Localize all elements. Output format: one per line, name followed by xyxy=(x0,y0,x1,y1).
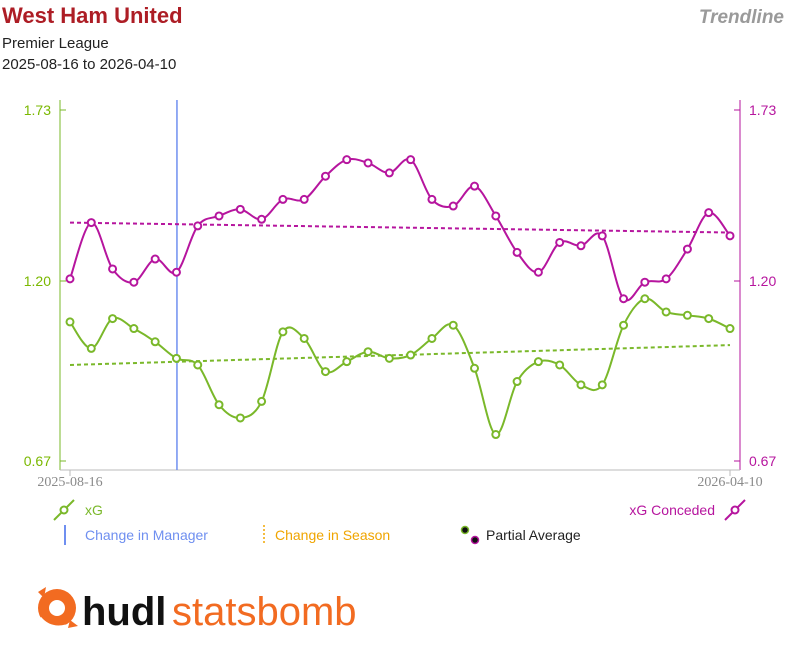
right-tick-top: 1.73 xyxy=(749,102,776,118)
xg-point-30 xyxy=(704,314,714,324)
xg-conceded-point-13 xyxy=(342,155,352,165)
legend-xg-conceded-label: xG Conceded xyxy=(629,502,715,518)
logo-text-statsbomb: statsbomb xyxy=(172,590,357,634)
xg-conceded-point-1 xyxy=(86,218,96,228)
xg-point-13 xyxy=(342,357,352,367)
right-tick-mid: 1.20 xyxy=(749,273,776,289)
xg-conceded-point-28 xyxy=(661,274,671,284)
xg-conceded-point-19 xyxy=(470,181,480,191)
xg-point-7 xyxy=(214,400,224,410)
left-tick-mid: 1.20 xyxy=(24,273,51,289)
xg-conceded-point-16 xyxy=(406,155,416,165)
xg-conceded-point-17 xyxy=(427,194,437,204)
chart-type-tag: Trendline xyxy=(698,7,784,28)
xg-conceded-point-2 xyxy=(108,264,118,274)
xg-point-27 xyxy=(640,294,650,304)
xg-point-18 xyxy=(448,320,458,330)
xg-point-4 xyxy=(150,337,160,347)
xg-point-1 xyxy=(86,343,96,353)
legend-xg-icon xyxy=(53,499,75,521)
x-tick-label-end: 2026-04-10 xyxy=(697,475,762,490)
xg-point-19 xyxy=(470,363,480,373)
xg-point-12 xyxy=(320,367,330,377)
xg-point-16 xyxy=(406,350,416,360)
xg-conceded-point-12 xyxy=(320,171,330,181)
series-layer xyxy=(65,155,735,440)
xg-conceded-point-3 xyxy=(129,277,139,287)
left-tick-bottom: 0.67 xyxy=(24,453,51,469)
hudl-statsbomb-logo: hudl statsbomb xyxy=(38,587,357,634)
legend: xG xG Conceded Change in Manager Change … xyxy=(53,499,746,545)
left-y-ticks: 1.73 1.20 0.67 xyxy=(24,102,66,469)
statsbomb-bomb-icon xyxy=(38,587,78,629)
page-title: West Ham United xyxy=(2,3,183,28)
xg-conceded-point-31 xyxy=(725,231,735,241)
xg-conceded-point-29 xyxy=(682,244,692,254)
xg-point-29 xyxy=(682,310,692,320)
xg-point-21 xyxy=(512,377,522,387)
xg-point-22 xyxy=(533,357,543,367)
xg-conceded-series-line xyxy=(69,157,731,302)
date-range-label: 2025-08-16 to 2026-04-10 xyxy=(2,56,177,73)
legend-partial-average-icon xyxy=(460,525,480,545)
xg-point-26 xyxy=(619,320,629,330)
legend-xg-conceded-icon xyxy=(724,499,746,521)
xg-point-14 xyxy=(363,347,373,357)
xg-conceded-point-0 xyxy=(65,274,75,284)
xg-point-20 xyxy=(491,430,501,440)
xg-conceded-point-18 xyxy=(448,201,458,211)
xg-conceded-point-14 xyxy=(363,158,373,168)
xg-point-3 xyxy=(129,324,139,334)
xg-conceded-point-5 xyxy=(171,267,181,277)
xg-point-24 xyxy=(576,380,586,390)
xg-conceded-point-24 xyxy=(576,241,586,251)
xg-point-31 xyxy=(725,324,735,334)
xg-conceded-point-23 xyxy=(555,237,565,247)
xg-conceded-point-7 xyxy=(214,211,224,221)
legend-xg-label: xG xyxy=(85,502,103,518)
right-y-ticks: 1.73 1.20 0.67 xyxy=(734,102,776,469)
xg-point-28 xyxy=(661,307,671,317)
xg-point-2 xyxy=(108,314,118,324)
xg-conceded-point-25 xyxy=(597,231,607,241)
xg-conceded-trendline xyxy=(69,221,731,234)
right-tick-bottom: 0.67 xyxy=(749,453,776,469)
xg-conceded-point-27 xyxy=(640,277,650,287)
xg-conceded-point-8 xyxy=(235,204,245,214)
xg-conceded-point-20 xyxy=(491,211,501,221)
xg-point-6 xyxy=(193,360,203,370)
xg-conceded-point-22 xyxy=(533,267,543,277)
xg-point-5 xyxy=(171,353,181,363)
xg-conceded-point-30 xyxy=(704,208,714,218)
xg-conceded-point-21 xyxy=(512,247,522,257)
xg-point-9 xyxy=(257,396,267,406)
xg-conceded-point-15 xyxy=(384,168,394,178)
xg-series-line xyxy=(69,297,731,436)
legend-manager-label: Change in Manager xyxy=(85,527,208,543)
xg-point-25 xyxy=(597,380,607,390)
xg-conceded-point-9 xyxy=(257,214,267,224)
left-tick-top: 1.73 xyxy=(24,102,51,118)
xg-point-10 xyxy=(278,327,288,337)
xg-point-8 xyxy=(235,413,245,423)
xg-trendline xyxy=(69,344,731,366)
xg-point-17 xyxy=(427,333,437,343)
legend-partial-average-label: Partial Average xyxy=(486,527,581,543)
xg-conceded-point-4 xyxy=(150,254,160,264)
xg-conceded-point-11 xyxy=(299,194,309,204)
xg-point-0 xyxy=(65,317,75,327)
xg-point-11 xyxy=(299,333,309,343)
x-tick-label-start: 2025-08-16 xyxy=(37,475,102,490)
competition-label: Premier League xyxy=(2,35,109,52)
logo-text-hudl: hudl xyxy=(82,590,166,634)
xg-conceded-point-26 xyxy=(619,294,629,304)
xg-conceded-point-10 xyxy=(278,194,288,204)
xg-point-15 xyxy=(384,353,394,363)
xg-point-23 xyxy=(555,360,565,370)
legend-season-label: Change in Season xyxy=(275,527,390,543)
xg-conceded-point-6 xyxy=(193,221,203,231)
